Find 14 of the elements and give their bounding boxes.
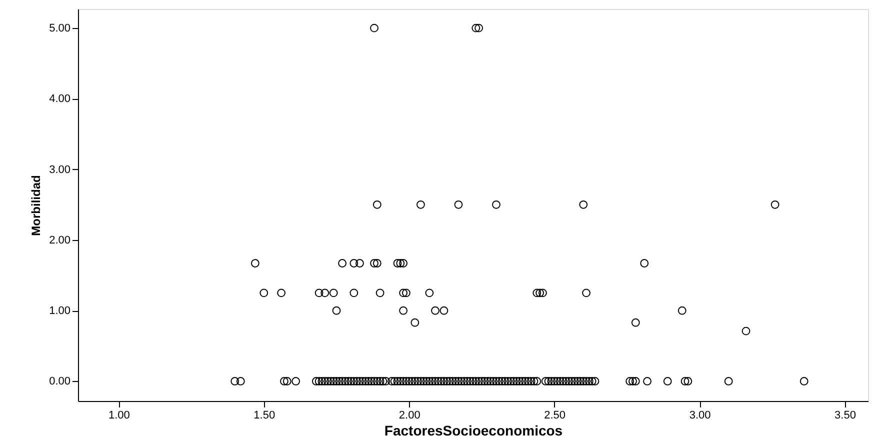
y-tick-label: 3.00 (49, 164, 70, 176)
x-tick-label: 1.00 (108, 410, 130, 422)
y-tick-label: 1.00 (49, 305, 70, 318)
y-tick-label: 2.00 (49, 234, 70, 246)
x-tick-label: 3.00 (689, 410, 711, 422)
x-tick-label: 2.50 (544, 410, 566, 422)
x-tick-label: 1.50 (254, 410, 276, 422)
y-tick-label: 0.00 (49, 376, 70, 388)
x-axis-title: FactoresSocioeconomicos (384, 422, 563, 438)
y-axis-title: Morbilidad (29, 175, 44, 236)
x-tick-label: 3.50 (834, 410, 856, 422)
y-tick-label: 4.00 (49, 93, 70, 106)
y-tick-label: 5.00 (49, 22, 70, 35)
x-tick-label: 2.00 (398, 410, 420, 422)
